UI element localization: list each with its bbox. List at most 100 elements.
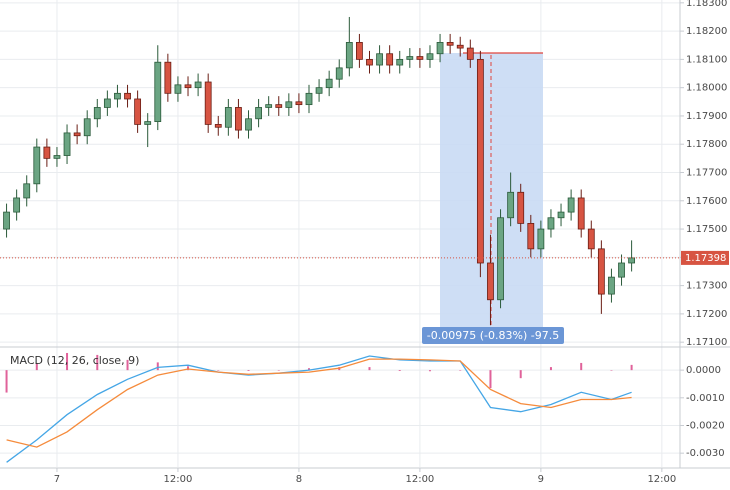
candle-body bbox=[235, 107, 242, 131]
y-tick-label: 1.18200 bbox=[686, 26, 727, 37]
y-tick-label: 1.17900 bbox=[686, 111, 727, 122]
y-tick-label: 1.18000 bbox=[686, 83, 727, 94]
x-tick-label: 7 bbox=[54, 474, 60, 485]
macd-line bbox=[6, 355, 632, 463]
candle-body bbox=[466, 47, 474, 60]
candle-body bbox=[83, 118, 91, 137]
candle-body bbox=[154, 61, 162, 122]
candle-body bbox=[345, 42, 353, 69]
y-tick-label: 0.0000 bbox=[686, 365, 721, 376]
histogram-bar bbox=[630, 364, 633, 371]
candle-body bbox=[577, 197, 585, 230]
candle-body bbox=[325, 78, 333, 89]
histogram-bar bbox=[610, 370, 613, 371]
y-tick-label: 1.17800 bbox=[686, 139, 727, 150]
candle-body bbox=[618, 262, 625, 278]
histogram-bar bbox=[459, 370, 462, 371]
candle-body bbox=[23, 183, 31, 199]
candle-body bbox=[245, 118, 252, 131]
last-price-box bbox=[681, 250, 729, 265]
histogram-bar bbox=[217, 370, 220, 371]
y-tick-label: 1.17200 bbox=[686, 309, 727, 320]
histogram-bar bbox=[96, 354, 99, 371]
candle-body bbox=[608, 276, 615, 295]
x-tick-label: 12:00 bbox=[405, 474, 434, 485]
candle-body bbox=[214, 124, 222, 128]
x-tick-label: 9 bbox=[538, 474, 544, 485]
histogram-bar bbox=[489, 370, 492, 389]
candle-body bbox=[43, 146, 51, 159]
candle-body bbox=[587, 228, 595, 250]
candle-body bbox=[567, 197, 575, 213]
candle-body bbox=[517, 191, 525, 224]
candle-body bbox=[547, 217, 555, 230]
y-tick-label: 1.18300 bbox=[686, 0, 727, 9]
candle-body bbox=[376, 53, 383, 66]
x-tick-label: 12:00 bbox=[164, 474, 193, 485]
candle-body bbox=[507, 191, 515, 219]
y-tick-label: 1.17300 bbox=[686, 281, 727, 292]
histogram-bar bbox=[5, 370, 8, 393]
y-tick-label: 1.17500 bbox=[686, 224, 727, 235]
candle-body bbox=[386, 53, 394, 66]
histogram-bar bbox=[247, 370, 250, 371]
candle-body bbox=[164, 61, 172, 94]
candle-body bbox=[446, 42, 454, 46]
candle-body bbox=[416, 56, 424, 60]
candle-body bbox=[366, 58, 373, 66]
histogram-bar bbox=[428, 370, 431, 372]
histogram-bar bbox=[368, 367, 371, 371]
macd-line bbox=[6, 358, 632, 448]
x-tick-label: 8 bbox=[296, 474, 302, 485]
candle-body bbox=[275, 104, 283, 108]
candle-body bbox=[628, 257, 636, 264]
candle-body bbox=[426, 53, 434, 60]
candle-body bbox=[224, 107, 232, 128]
candle-body bbox=[13, 197, 21, 213]
candle-body bbox=[255, 107, 262, 120]
measure-label-box bbox=[422, 327, 564, 344]
candle-body bbox=[335, 67, 343, 80]
y-tick-label: 1.17700 bbox=[686, 168, 727, 179]
histogram-bar bbox=[277, 370, 280, 371]
histogram-bar bbox=[307, 368, 310, 371]
candle-body bbox=[487, 262, 494, 301]
candle-body bbox=[557, 211, 565, 219]
candle-body bbox=[356, 42, 363, 60]
candle-body bbox=[63, 132, 71, 156]
histogram-bar bbox=[519, 370, 522, 379]
candle-body bbox=[456, 44, 464, 49]
candle-body bbox=[144, 121, 152, 125]
candle-body bbox=[33, 146, 41, 185]
measure-label: -0.00975 (-0.83%) -97.5 bbox=[427, 329, 559, 342]
candle-body bbox=[476, 58, 484, 264]
candle-body bbox=[527, 223, 535, 250]
candle-body bbox=[114, 92, 121, 100]
histogram-bar bbox=[580, 362, 583, 371]
candle-body bbox=[597, 248, 605, 295]
candle-body bbox=[103, 98, 111, 108]
candle-body bbox=[305, 92, 313, 106]
candle-body bbox=[285, 101, 293, 108]
candle-body bbox=[134, 98, 142, 125]
candle-body bbox=[295, 101, 303, 106]
y-tick-label: -0.0010 bbox=[686, 393, 725, 404]
candle-body bbox=[53, 155, 61, 159]
y-tick-label: 1.17100 bbox=[686, 337, 727, 348]
candle-body bbox=[174, 84, 182, 94]
candle-body bbox=[265, 104, 273, 108]
candle-body bbox=[73, 132, 81, 137]
candle-body bbox=[3, 211, 10, 230]
x-tick-label: 12:00 bbox=[647, 474, 676, 485]
candle-body bbox=[93, 107, 101, 120]
y-tick-label: 1.18100 bbox=[686, 54, 727, 65]
histogram-bar bbox=[156, 362, 159, 371]
candle-body bbox=[396, 58, 404, 66]
histogram-bar bbox=[549, 367, 552, 371]
histogram-bar bbox=[66, 352, 69, 371]
candle-body bbox=[184, 84, 192, 89]
candle-body bbox=[436, 42, 444, 55]
